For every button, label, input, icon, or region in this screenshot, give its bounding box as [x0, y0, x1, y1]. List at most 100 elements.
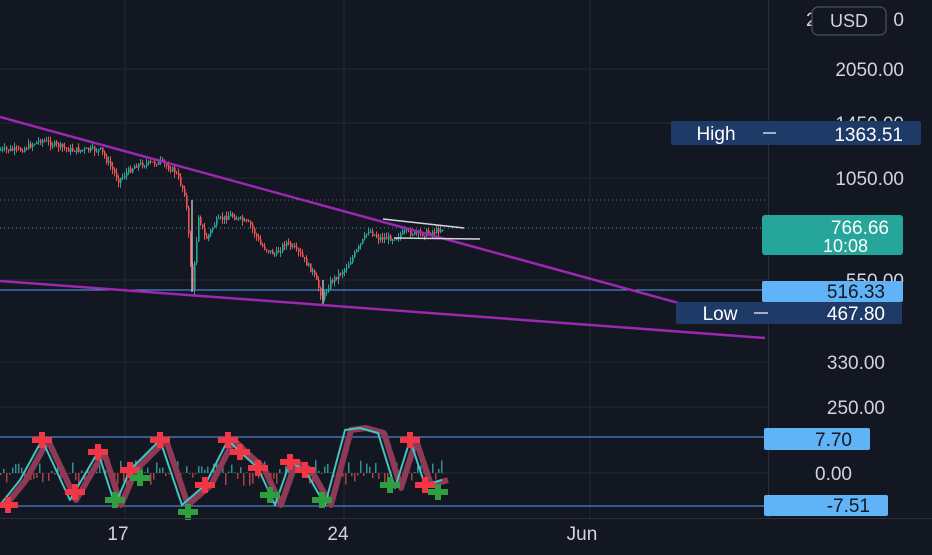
candle [64, 147, 66, 148]
candle [384, 237, 386, 239]
osc-histogram-bar [123, 473, 125, 482]
candle [382, 237, 384, 239]
candle [328, 289, 330, 292]
candle [374, 235, 376, 236]
candle [148, 161, 150, 163]
candle [274, 254, 276, 255]
candle [308, 263, 310, 265]
candle [44, 141, 46, 142]
osc-histogram-bar [435, 473, 437, 480]
osc-histogram-bar [279, 469, 281, 473]
level-value: 516.33 [827, 282, 885, 303]
candle [134, 166, 136, 169]
candle [284, 244, 286, 245]
price-tick-1050: 1050.00 [835, 169, 904, 190]
time-tick-24: 24 [327, 524, 349, 545]
osc-tick-zero: 0.00 [815, 464, 852, 485]
candle [58, 144, 60, 148]
osc-histogram-bar [144, 472, 146, 473]
candle [30, 143, 32, 147]
osc-histogram-bar [315, 460, 317, 473]
osc-histogram-bar [438, 469, 440, 473]
candle [50, 141, 52, 146]
osc-histogram-bar [186, 466, 188, 473]
candle [368, 232, 370, 234]
flag-lower-line[interactable] [394, 238, 480, 239]
candle [314, 270, 316, 275]
osc-lower-tag[interactable]: -7.51 [764, 495, 888, 517]
osc-histogram-bar [156, 462, 158, 473]
osc-histogram-bar [150, 473, 152, 485]
candle [344, 269, 346, 272]
candle [126, 173, 128, 177]
current-price-tag[interactable]: 766.66 10:08 [762, 215, 903, 256]
time-tick-17: 17 [107, 524, 128, 545]
candle [92, 147, 94, 148]
candle [354, 252, 356, 257]
candle [206, 236, 208, 239]
osc-histogram-bar [366, 464, 368, 473]
osc-histogram-bar [72, 463, 74, 473]
osc-histogram-bar [432, 464, 434, 473]
candle [36, 142, 38, 144]
candle [340, 273, 342, 274]
candle [376, 235, 378, 238]
level-tag[interactable]: 516.33 [762, 281, 903, 303]
osc-histogram-bar [153, 473, 155, 480]
candle [188, 208, 190, 234]
osc-histogram-bar [165, 473, 167, 476]
currency-button[interactable]: USD [812, 7, 886, 35]
candle [132, 169, 134, 173]
candle [304, 257, 306, 258]
candle [32, 145, 34, 148]
candle [90, 148, 92, 151]
osc-histogram-bar [12, 468, 14, 473]
candle [76, 147, 78, 151]
low-tag[interactable]: Low 467.80 [676, 302, 902, 325]
osc-histogram-bar [252, 473, 254, 484]
candle [390, 236, 392, 241]
candle [138, 164, 140, 168]
high-tag[interactable]: High 1363.51 [671, 121, 921, 146]
candle [170, 170, 172, 172]
candle [28, 143, 30, 148]
candle [142, 163, 144, 167]
candle [98, 149, 100, 151]
candle [180, 177, 182, 185]
candle [4, 147, 6, 148]
candle [306, 258, 308, 265]
bar-countdown: 10:08 [823, 236, 868, 256]
candle [254, 229, 256, 234]
candle [0, 150, 2, 151]
candle [220, 217, 222, 218]
candle [260, 240, 262, 245]
candle [360, 243, 362, 246]
candle [86, 148, 88, 149]
osc-histogram-bar [225, 473, 227, 485]
candle [108, 161, 110, 162]
candle [6, 147, 8, 149]
candle [286, 242, 288, 245]
candle [272, 250, 274, 254]
candle [62, 144, 64, 147]
candle [236, 219, 238, 220]
candle [118, 178, 120, 183]
osc-histogram-bar [282, 473, 284, 474]
candle [128, 168, 130, 172]
candle [48, 140, 50, 141]
candle [68, 148, 70, 151]
candle [154, 162, 156, 164]
osc-histogram-bar [369, 467, 371, 473]
candle [250, 222, 252, 225]
candle [40, 140, 42, 142]
osc-histogram-bar [168, 473, 170, 474]
osc-histogram-bar [327, 464, 329, 473]
osc-histogram-bar [228, 471, 230, 473]
candle [196, 242, 198, 263]
candle [100, 147, 102, 149]
osc-upper-tag[interactable]: 7.70 [764, 428, 870, 451]
candle [234, 217, 236, 220]
osc-histogram-bar [273, 473, 275, 479]
